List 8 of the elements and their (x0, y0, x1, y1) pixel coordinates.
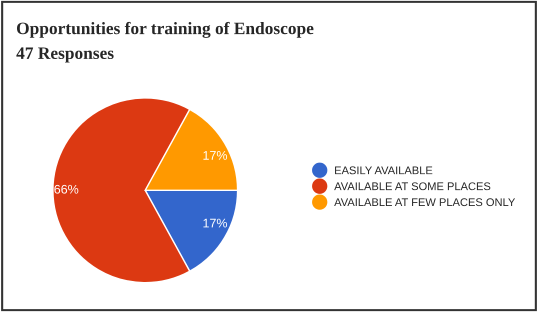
data-label: 66% (54, 184, 78, 194)
data-label: 17% (203, 218, 228, 228)
chart-title: Opportunities for training of Endoscope (16, 22, 314, 38)
data-label: 17% (203, 151, 228, 160)
legend-label: AVAILABLE AT FEW PLACES ONLY (334, 198, 516, 206)
chart-subtitle: 47 Responses (16, 47, 114, 63)
legend-label: AVAILABLE AT SOME PLACES (334, 182, 490, 190)
legend-label: EASILY AVAILABLE (335, 166, 432, 174)
